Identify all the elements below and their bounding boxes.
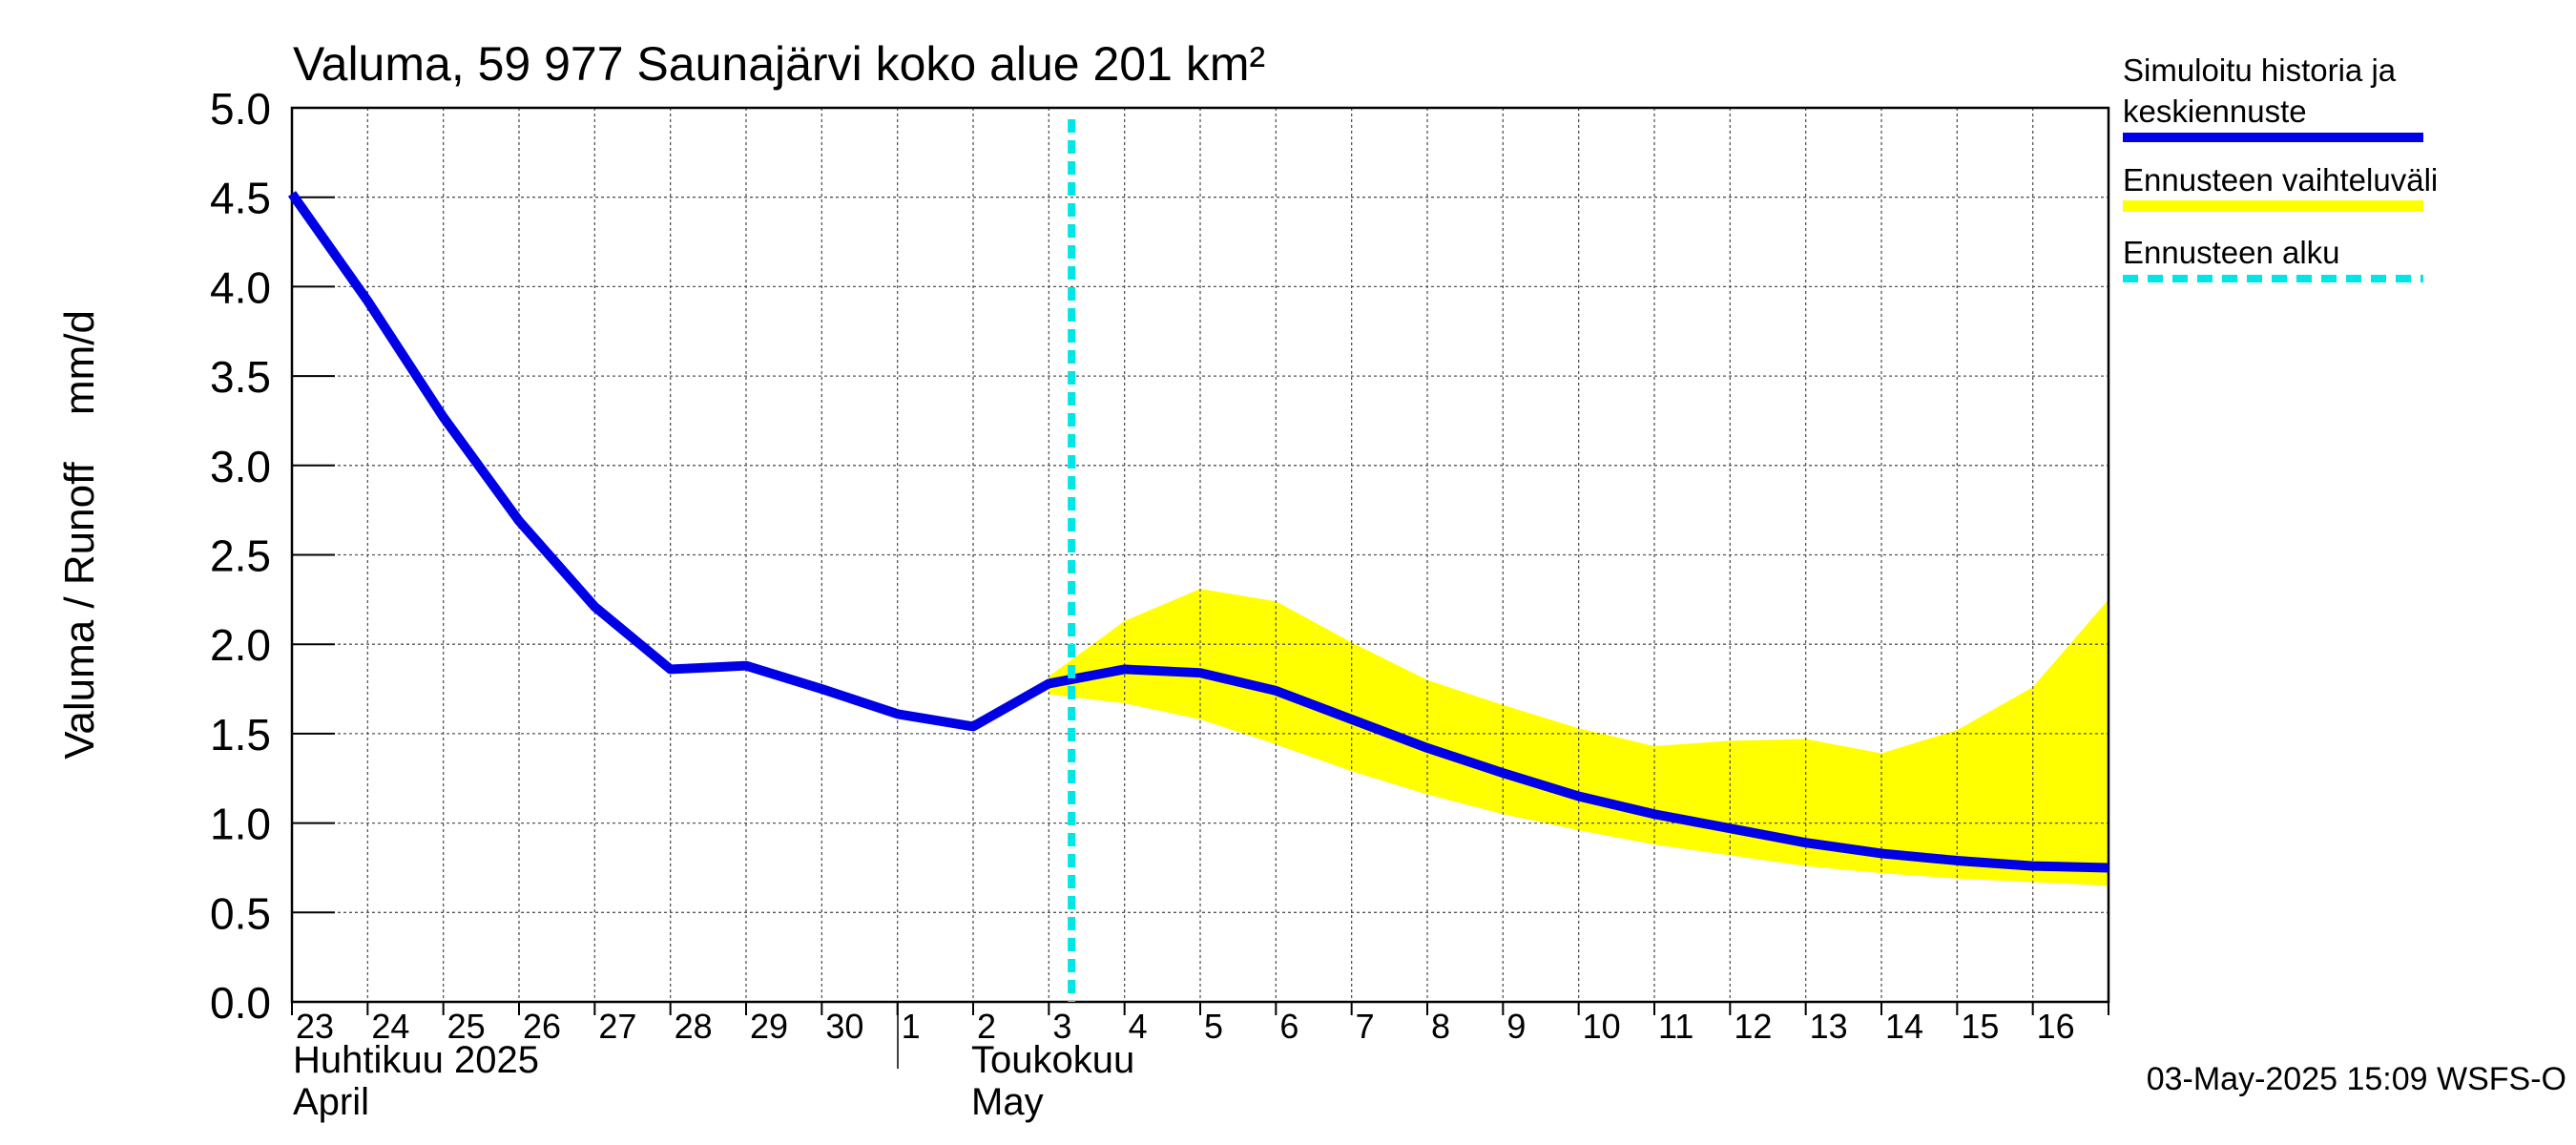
y-tick-label: 2.0	[210, 620, 271, 670]
x-tick-label: 7	[1356, 1007, 1375, 1046]
x-tick-label: 4	[1129, 1007, 1148, 1046]
legend-label-range: Ennusteen vaihteluväli	[2123, 162, 2438, 198]
y-tick-label: 3.0	[210, 442, 271, 491]
legend-label-simulated-line2: keskiennuste	[2123, 94, 2307, 129]
x-tick-label: 3	[1052, 1007, 1071, 1046]
x-tick-label: 27	[598, 1007, 636, 1046]
x-tick-label: 8	[1431, 1007, 1450, 1046]
x-tick-label: 30	[825, 1007, 863, 1046]
x-tick-label: 5	[1204, 1007, 1223, 1046]
x-tick-label: 28	[675, 1007, 713, 1046]
x-tick-label: 11	[1658, 1007, 1693, 1046]
x-tick-label: 9	[1506, 1007, 1526, 1046]
legend-label-forecast-start: Ennusteen alku	[2123, 235, 2340, 270]
y-axis-label-left: Valuma / Runoff	[56, 462, 103, 760]
month-label-april-line1: Huhtikuu 2025	[293, 1039, 539, 1081]
forecast-range-band	[1049, 589, 2109, 886]
footer-timestamp: 03-May-2025 15:09 WSFS-O	[2147, 1061, 2566, 1097]
x-tick-label: 25	[447, 1007, 486, 1046]
x-tick-label: 14	[1885, 1007, 1923, 1046]
x-tick-label: 6	[1279, 1007, 1298, 1046]
x-tick-label: 23	[296, 1007, 334, 1046]
y-tick-label: 4.5	[210, 174, 271, 223]
x-tick-label: 10	[1583, 1007, 1621, 1046]
y-tick-label: 0.5	[210, 888, 271, 938]
chart-title: Valuma, 59 977 Saunajärvi koko alue 201 …	[293, 37, 1265, 91]
series-line-simulated	[287, 191, 2109, 873]
y-tick-label: 4.0	[210, 262, 271, 312]
legend: Simuloitu historia ja keskiennuste Ennus…	[2123, 52, 2438, 282]
x-tick-label: 2	[977, 1007, 996, 1046]
x-tick-label: 29	[750, 1007, 788, 1046]
x-tick-label: 24	[371, 1007, 409, 1046]
y-tick-label: 5.0	[210, 84, 271, 134]
x-tick-label: 26	[523, 1007, 561, 1046]
y-tick-label: 1.5	[210, 710, 271, 760]
x-tick-label: 1	[902, 1007, 921, 1046]
x-tick-label: 16	[2037, 1007, 2075, 1046]
legend-label-simulated-line1: Simuloitu historia ja	[2123, 52, 2397, 88]
month-label-may-line2: May	[971, 1081, 1044, 1123]
y-tick-label: 0.0	[210, 978, 271, 1028]
x-tick-label: 15	[1961, 1007, 1999, 1046]
y-tick-label: 1.0	[210, 800, 271, 849]
x-tick-label: 13	[1810, 1007, 1848, 1046]
y-tick-label: 2.5	[210, 531, 271, 581]
y-axis-label-right: mm/d	[56, 310, 103, 415]
month-label-may-line1: Toukokuu	[971, 1039, 1134, 1081]
y-tick-label: 3.5	[210, 352, 271, 402]
month-label-april-line2: April	[293, 1081, 369, 1123]
x-tick-label: 12	[1734, 1007, 1772, 1046]
